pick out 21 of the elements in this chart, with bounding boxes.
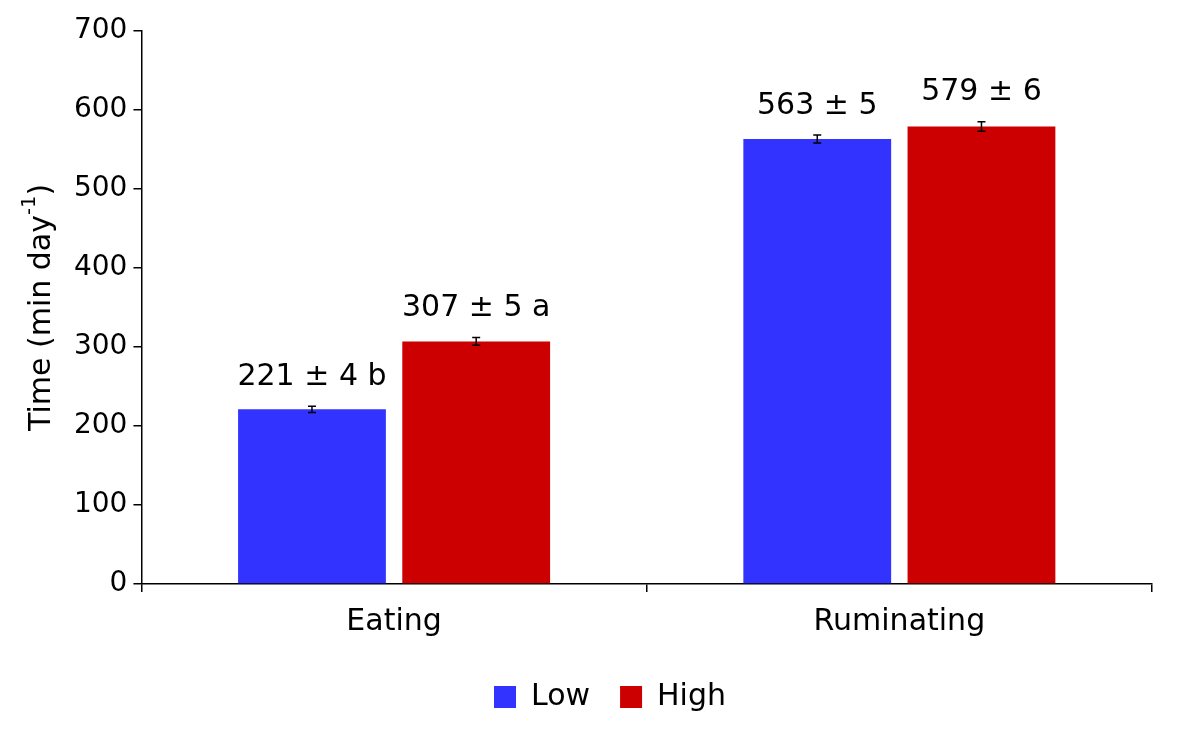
bar xyxy=(743,139,892,584)
bar xyxy=(238,409,386,584)
legend-label: High xyxy=(657,676,727,712)
bar xyxy=(402,341,551,584)
y-tick-label: 500 xyxy=(73,170,128,204)
data-label: 221 ± 4 b xyxy=(237,356,387,392)
data-label: 307 ± 5 a xyxy=(401,288,551,324)
bar xyxy=(907,126,1056,584)
x-tick-label: Ruminating xyxy=(813,601,986,637)
y-tick-label: 200 xyxy=(73,407,128,441)
x-tick-label: Eating xyxy=(346,601,442,637)
y-tick-label: 100 xyxy=(73,486,128,520)
y-tick-label: 600 xyxy=(73,91,128,125)
y-tick-label: 0 xyxy=(109,565,128,599)
data-label: 563 ± 5 xyxy=(756,85,878,121)
y-tick-label: 300 xyxy=(73,328,128,362)
y-tick-label: 700 xyxy=(73,12,128,46)
y-axis-title: Time (min day-1) xyxy=(17,183,57,432)
data-label: 579 ± 6 xyxy=(921,72,1042,108)
y-tick-label: 400 xyxy=(73,249,128,283)
legend-label: Low xyxy=(530,676,591,712)
